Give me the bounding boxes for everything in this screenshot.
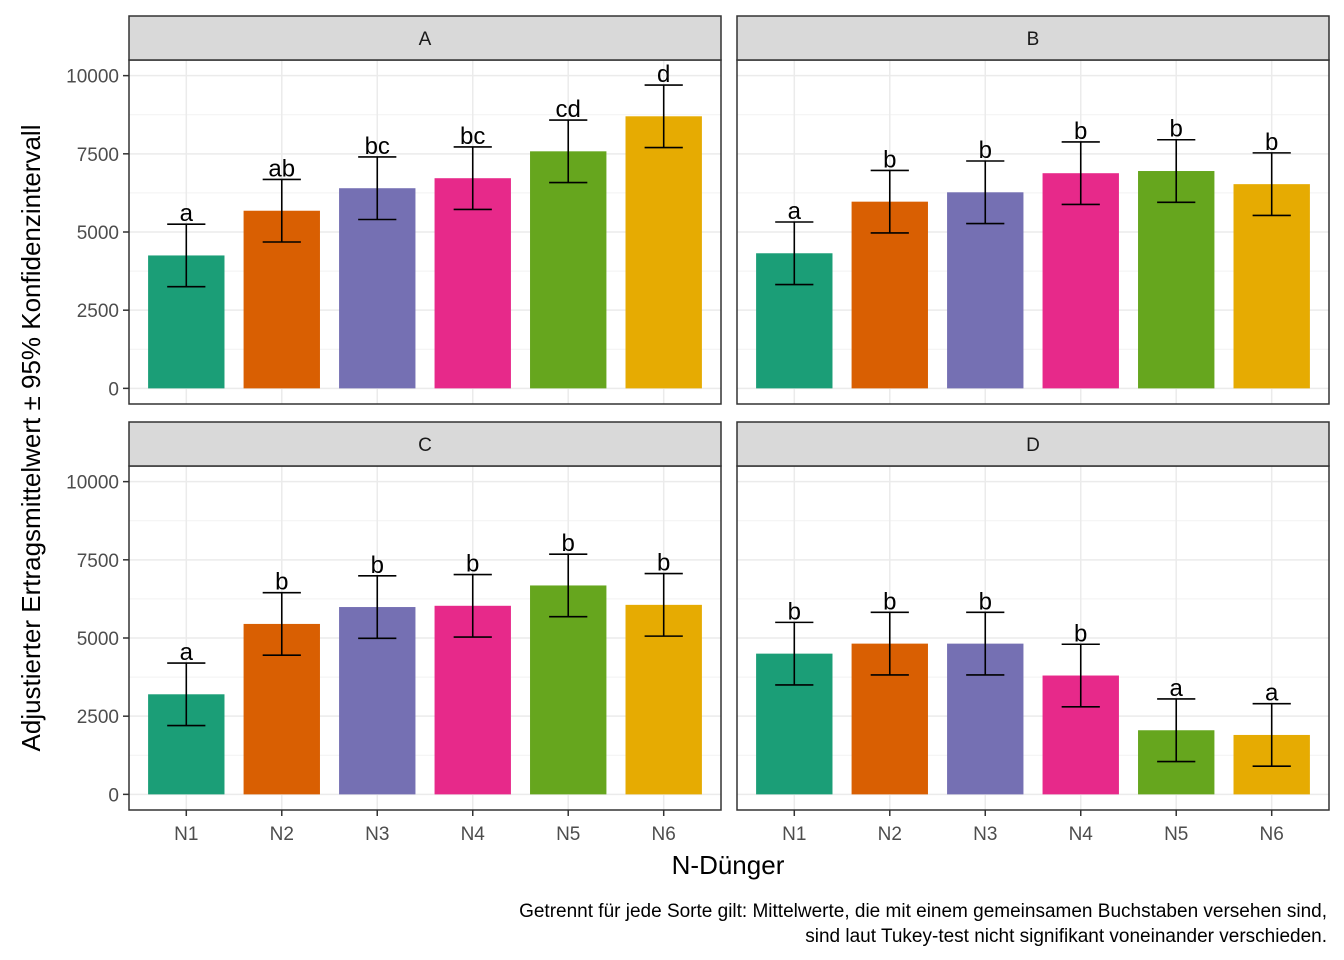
- bar-C-N5: [530, 585, 607, 795]
- error-bar-D-N2: [870, 611, 909, 676]
- y-axis-title: Adjustierter Ertragsmittelwert ± 95% Kon…: [16, 125, 46, 752]
- error-bar-D-N4: [1061, 643, 1100, 708]
- x-tick-label: N4: [1069, 824, 1094, 845]
- x-tick-label: N5: [1164, 824, 1188, 845]
- significance-letter-B-N3: b: [979, 137, 992, 164]
- x-tick-label: N2: [270, 824, 294, 845]
- significance-letter-C-N1: a: [180, 639, 194, 666]
- error-bar-C-N3: [358, 574, 397, 640]
- facet-strip-label: A: [419, 29, 432, 50]
- error-bar-C-N5: [549, 553, 588, 618]
- bar-A-N6: [625, 116, 702, 389]
- x-tick-label: N5: [556, 824, 580, 845]
- y-tick-label: 0: [108, 785, 119, 806]
- significance-letter-A-N3: bc: [365, 133, 390, 160]
- panel-B: a b b b b b B: [736, 15, 1330, 405]
- significance-letter-A-N5: cd: [556, 96, 581, 123]
- error-bar-A-N4: [453, 146, 492, 211]
- bar-A-N3: [339, 188, 416, 389]
- error-bar-D-N3: [966, 611, 1005, 676]
- facet-strip: [736, 421, 1330, 467]
- significance-letter-A-N4: bc: [460, 123, 485, 150]
- bar-B-N5: [1138, 171, 1215, 389]
- facet-strip: [736, 15, 1330, 61]
- significance-letter-C-N4: b: [466, 551, 479, 578]
- y-tick-label: 7500: [77, 551, 119, 572]
- facet-strip-label: D: [1026, 435, 1040, 456]
- y-tick-label: 7500: [77, 145, 119, 166]
- significance-letter-B-N2: b: [883, 146, 896, 173]
- significance-letter-D-N4: b: [1074, 620, 1087, 647]
- error-bar-B-N5: [1157, 138, 1196, 204]
- significance-letter-B-N5: b: [1170, 116, 1183, 143]
- panel-D: b b b b a a D N1 N2 N3 N4 N5 N6: [736, 421, 1330, 845]
- significance-letter-B-N1: a: [788, 198, 802, 225]
- error-bar-A-N2: [262, 178, 301, 243]
- significance-letter-B-N6: b: [1265, 129, 1278, 156]
- facet-strip: [128, 15, 722, 61]
- significance-letter-C-N6: b: [657, 550, 670, 577]
- error-bar-B-N4: [1061, 141, 1100, 206]
- x-axis-title: N-Dünger: [672, 850, 785, 880]
- bar-B-N4: [1042, 173, 1119, 389]
- x-tick-label: N1: [782, 824, 806, 845]
- y-tick-label: 5000: [77, 629, 119, 650]
- error-bar-D-N1: [775, 621, 814, 686]
- bar-A-N5: [530, 151, 607, 389]
- caption-line-2: sind laut Tukey-test nicht signifikant v…: [805, 926, 1327, 947]
- bar-B-N6: [1233, 184, 1310, 389]
- error-bar-C-N4: [453, 573, 492, 638]
- x-tick-label: N6: [652, 824, 676, 845]
- error-bar-B-N2: [870, 169, 909, 234]
- bar-B-N3: [947, 192, 1024, 389]
- y-tick-label: 5000: [77, 223, 119, 244]
- x-tick-label: N1: [174, 824, 198, 845]
- panel-C: a b b b b b C 0 2500 5000 7500 10000 N1 N2 N3 N4 N5 N6: [66, 421, 722, 845]
- significance-letter-D-N6: a: [1265, 680, 1279, 707]
- error-bar-D-N5: [1157, 698, 1196, 763]
- y-tick-label: 10000: [66, 473, 119, 494]
- x-tick-label: N6: [1260, 824, 1284, 845]
- x-tick-label: N4: [461, 824, 486, 845]
- error-bar-B-N3: [966, 160, 1005, 225]
- error-bar-C-N2: [262, 591, 301, 657]
- error-bar-B-N1: [775, 221, 814, 286]
- error-bar-A-N1: [167, 223, 206, 288]
- error-bar-C-N6: [644, 572, 683, 637]
- x-tick-label: N3: [973, 824, 997, 845]
- caption-line-1: Getrennt für jede Sorte gilt: Mittelwert…: [519, 901, 1327, 922]
- facet-strip-label: C: [418, 435, 432, 456]
- error-bar-B-N6: [1252, 152, 1291, 217]
- y-tick-label: 10000: [66, 67, 119, 88]
- significance-letter-C-N2: b: [275, 569, 288, 596]
- error-bar-A-N6: [644, 84, 683, 149]
- y-tick-label: 0: [108, 379, 119, 400]
- error-bar-C-N1: [167, 662, 206, 727]
- significance-letter-D-N2: b: [883, 588, 896, 615]
- significance-letter-D-N1: b: [788, 598, 801, 625]
- error-bar-D-N6: [1252, 702, 1291, 768]
- error-bar-A-N3: [358, 156, 397, 221]
- panel-A: a ab bc bc cd d A 0 2500 5000 7500 10000: [66, 15, 722, 405]
- facet-strip-label: B: [1027, 29, 1040, 50]
- bar-A-N4: [434, 178, 511, 389]
- significance-letter-C-N3: b: [371, 552, 384, 579]
- significance-letter-A-N2: ab: [268, 155, 295, 182]
- significance-letter-D-N5: a: [1170, 675, 1184, 702]
- significance-letter-A-N1: a: [180, 200, 194, 227]
- x-tick-label: N3: [365, 824, 389, 845]
- significance-letter-C-N5: b: [562, 530, 575, 557]
- y-tick-label: 2500: [77, 707, 119, 728]
- x-tick-label: N2: [878, 824, 902, 845]
- significance-letter-B-N4: b: [1074, 118, 1087, 145]
- facet-strip: [128, 421, 722, 467]
- significance-letter-D-N3: b: [979, 588, 992, 615]
- error-bar-A-N5: [549, 119, 588, 184]
- y-tick-label: 2500: [77, 301, 119, 322]
- significance-letter-A-N6: d: [657, 61, 670, 88]
